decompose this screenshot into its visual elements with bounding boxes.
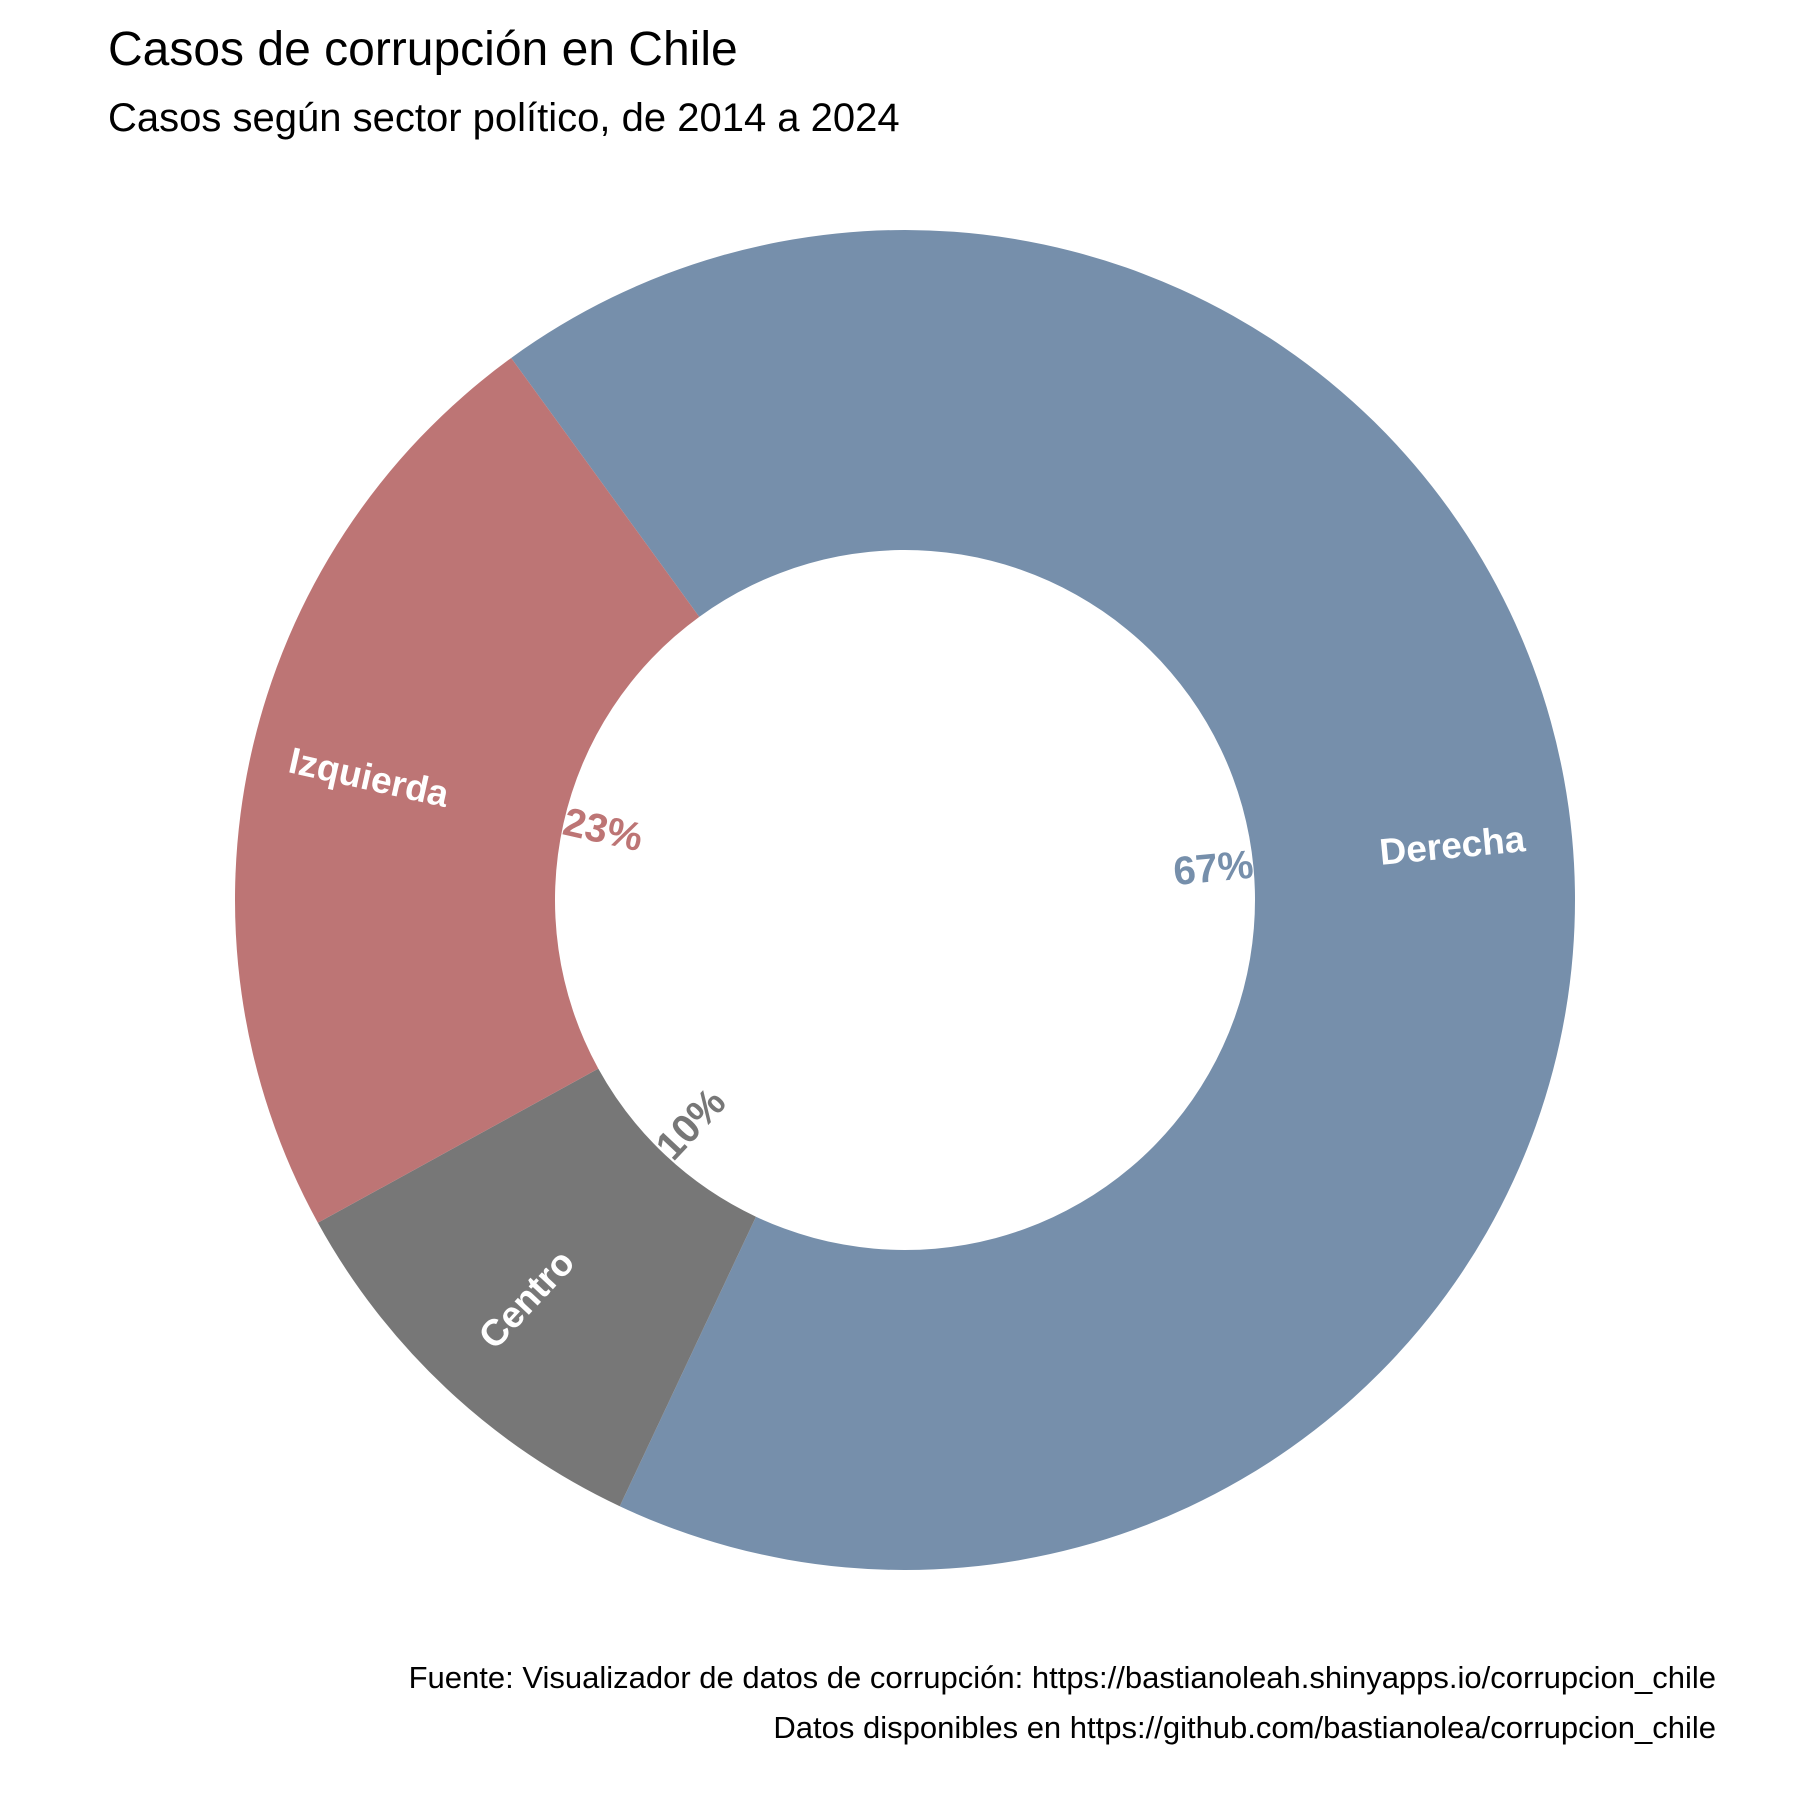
donut-slices xyxy=(234,230,1575,1570)
caption-data: Datos disponibles en https://github.com/… xyxy=(773,1710,1716,1745)
slice-derecha xyxy=(511,230,1575,1570)
caption-source: Fuente: Visualizador de datos de corrupc… xyxy=(408,1660,1716,1695)
chart-subtitle: Casos según sector político, de 2014 a 2… xyxy=(108,96,900,140)
percent-label-izquierda: 23% xyxy=(559,800,647,860)
chart-title: Casos de corrupción en Chile xyxy=(108,23,738,76)
percent-label-derecha: 67% xyxy=(1171,843,1255,894)
slice-centro xyxy=(317,1068,756,1507)
slice-izquierda xyxy=(234,357,700,1223)
